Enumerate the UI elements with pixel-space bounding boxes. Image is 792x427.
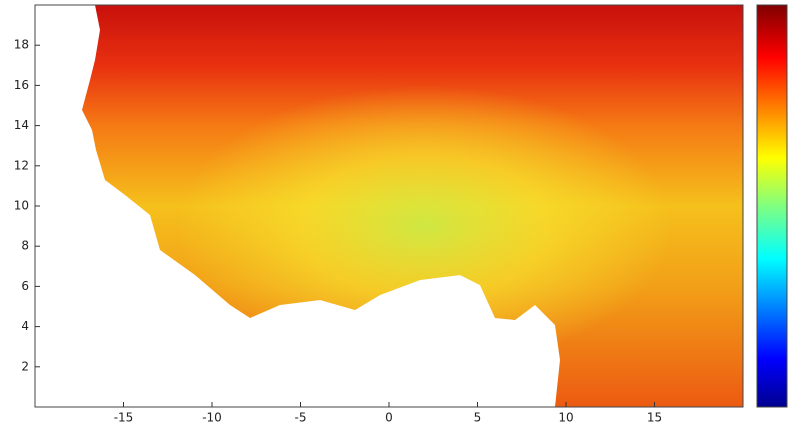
x-tick-label: 0: [385, 411, 393, 425]
y-tick-label: 18: [14, 38, 29, 52]
y-tick-label: 12: [14, 158, 29, 172]
y-tick-label: 10: [14, 199, 29, 213]
x-tick-label: 15: [647, 411, 662, 425]
x-tick-label: -5: [295, 411, 307, 425]
x-tick-label: -15: [114, 411, 134, 425]
colorbar: [756, 4, 788, 408]
y-tick-label: 6: [21, 279, 29, 293]
x-tick-label: 5: [474, 411, 482, 425]
x-tick-label: -10: [202, 411, 222, 425]
y-tick-label: 4: [21, 319, 29, 333]
x-tick-label: 10: [558, 411, 573, 425]
y-tick-label: 14: [14, 118, 29, 132]
y-tick-label: 8: [21, 239, 29, 253]
axes: -15 -10 -5 0 5 10 15 2 4 6 8 10 12 14 16 18: [14, 38, 662, 425]
heat-field: [82, 5, 743, 407]
y-tick-label: 16: [14, 78, 29, 92]
y-tick-label: 2: [21, 359, 29, 373]
